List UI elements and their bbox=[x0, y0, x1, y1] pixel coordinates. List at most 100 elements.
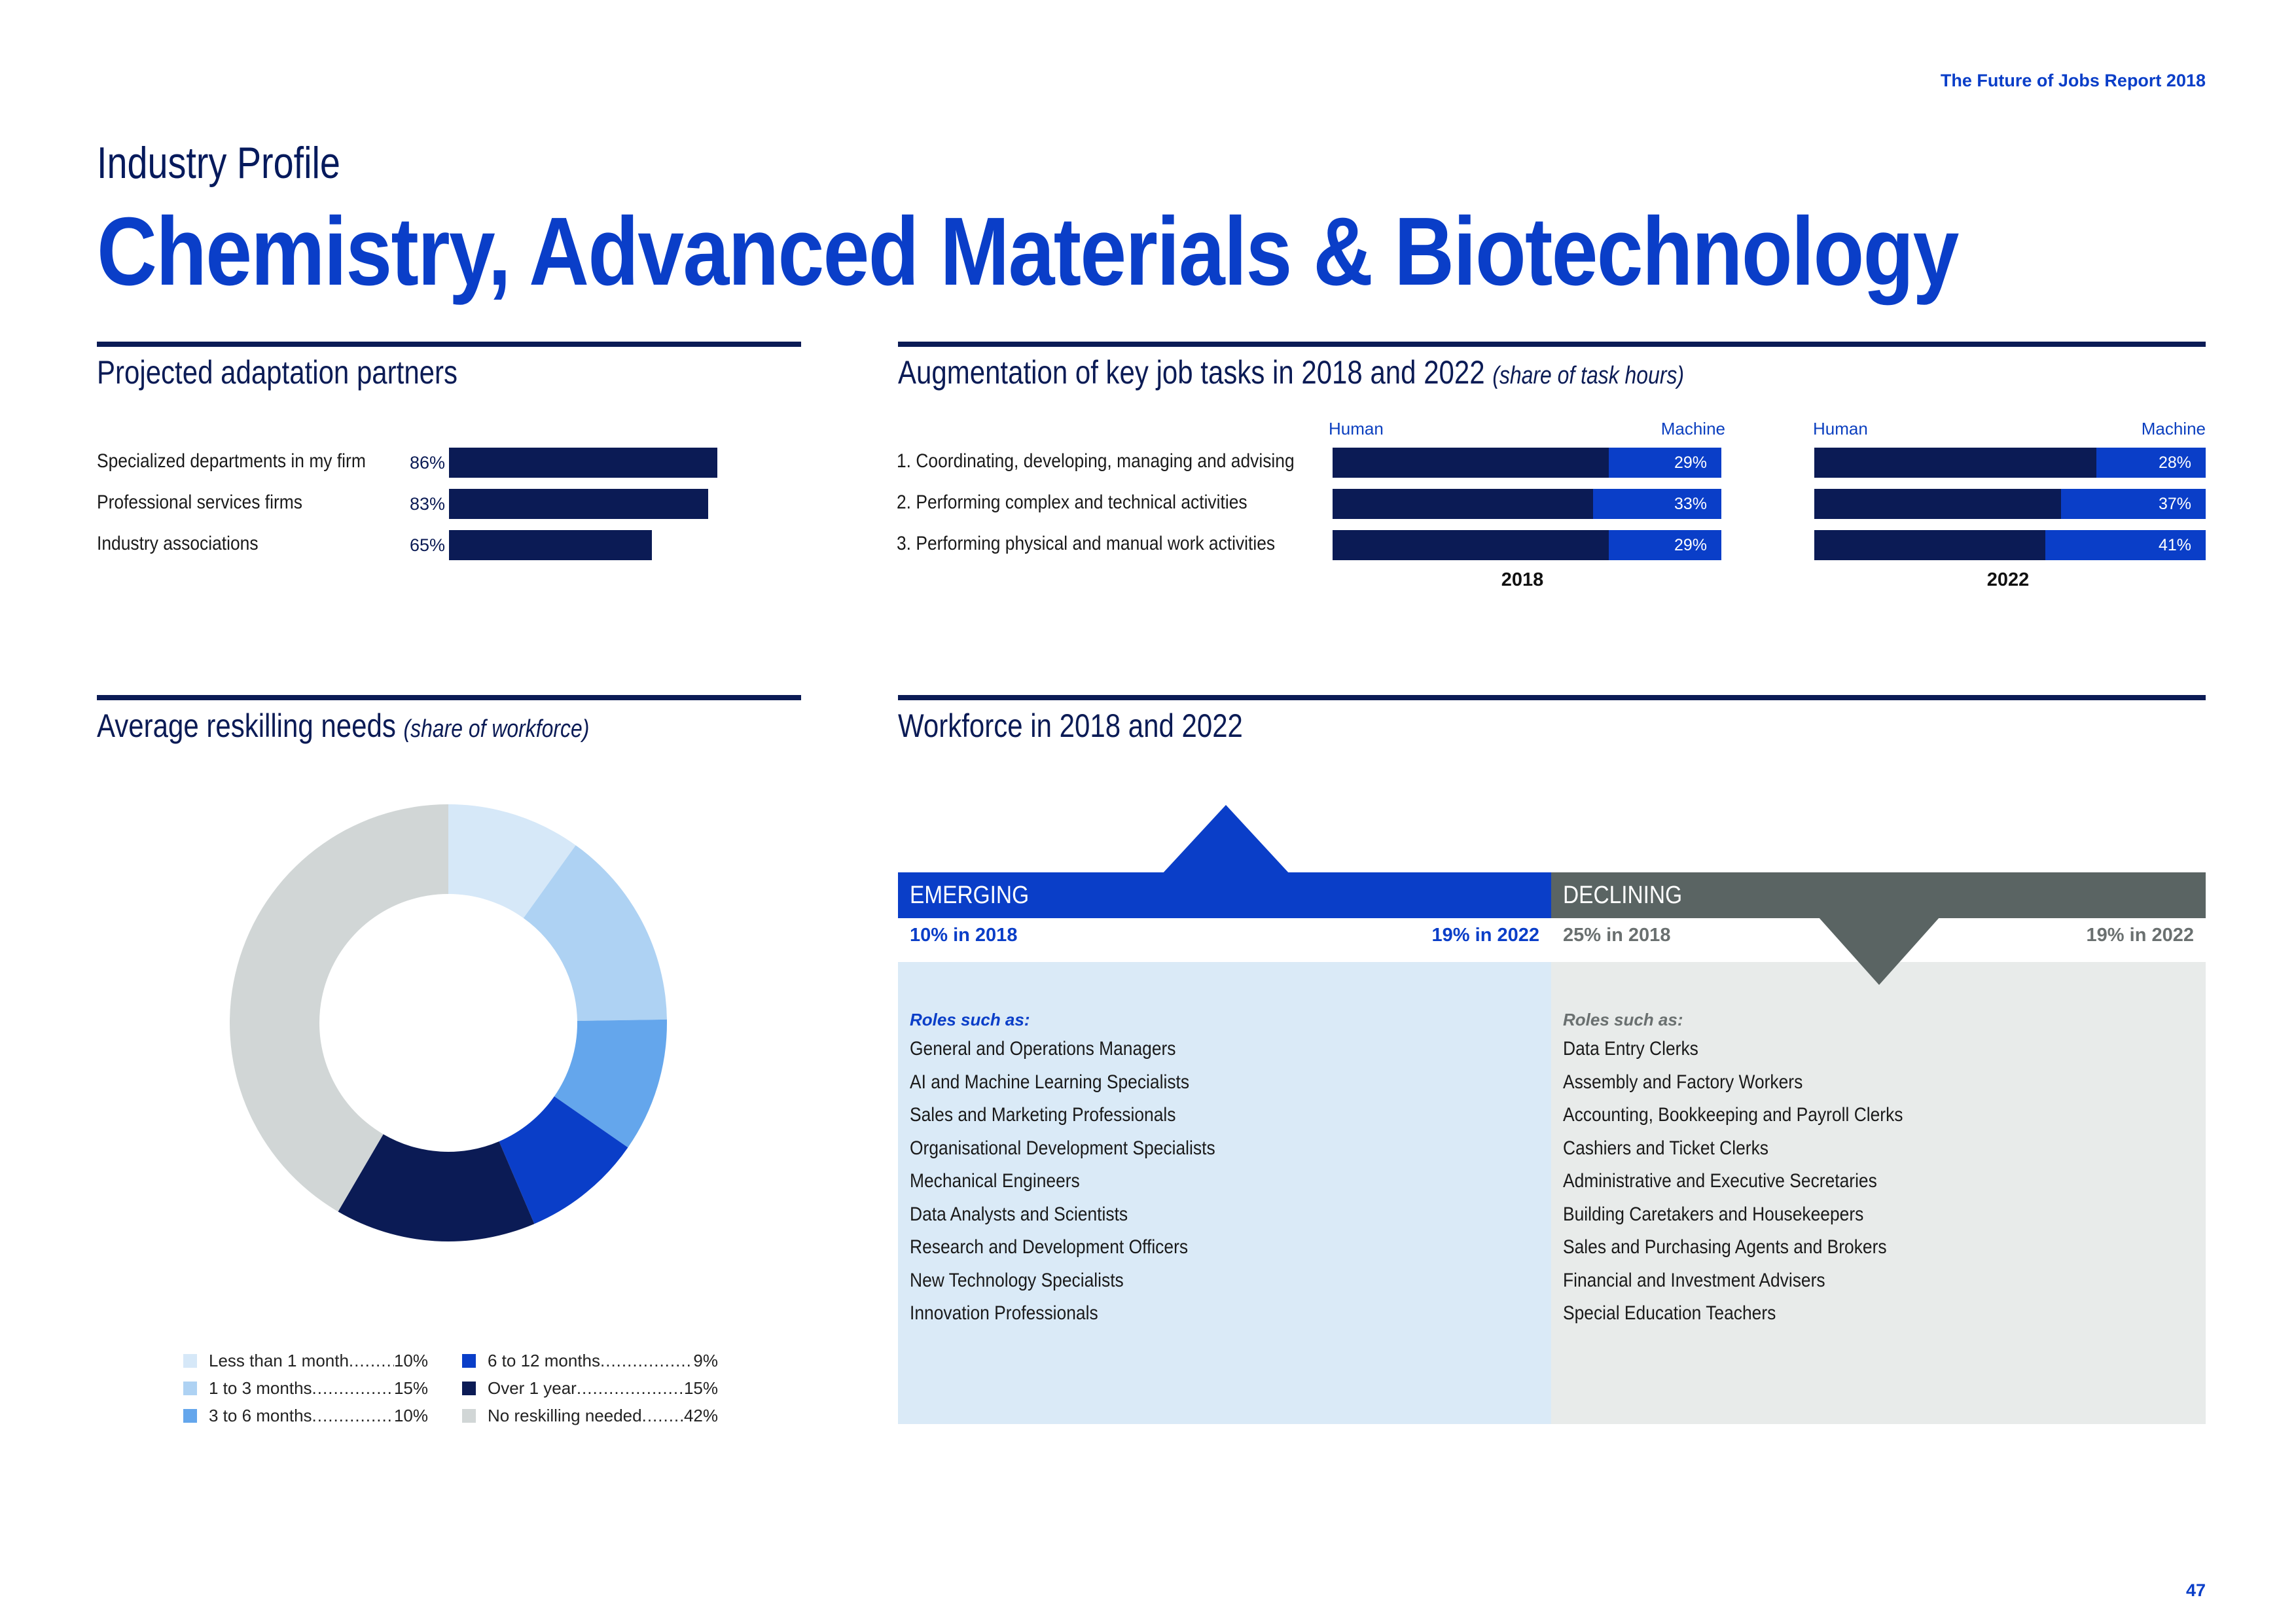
augmentation-title: Augmentation of key job tasks in 2018 an… bbox=[898, 353, 1684, 391]
human-label-2022: Human bbox=[1813, 419, 1868, 438]
aug2018-human-segment-3 bbox=[1333, 530, 1609, 560]
legend-leader-dots: ........................................ bbox=[600, 1351, 693, 1370]
reskilling-rule bbox=[97, 695, 801, 700]
emerging-label: EMERGING bbox=[910, 882, 1030, 909]
legend-value: 15% bbox=[683, 1378, 718, 1398]
year-label-2022: 2022 bbox=[1986, 569, 2030, 590]
role-item: AI and Machine Learning Specialists bbox=[910, 1071, 1190, 1093]
role-item: New Technology Specialists bbox=[910, 1269, 1124, 1291]
workforce-title: Workforce in 2018 and 2022 bbox=[898, 707, 1243, 744]
role-item: Administrative and Executive Secretaries bbox=[1563, 1170, 1877, 1192]
legend-item: 3 to 6 months...........................… bbox=[183, 1406, 428, 1426]
legend-swatch bbox=[183, 1409, 197, 1423]
partners-title: Projected adaptation partners bbox=[97, 354, 458, 391]
aug2022-human-segment-1 bbox=[1814, 448, 2096, 478]
aug2022-human-segment-2 bbox=[1814, 489, 2061, 519]
declining-to: 19% in 2022 bbox=[2086, 925, 2194, 946]
machine-label-2022: Machine bbox=[2141, 419, 2206, 438]
profile-label: Industry Profile bbox=[97, 138, 340, 188]
aug2022-human-segment-3 bbox=[1814, 530, 2045, 560]
declining-down-arrow bbox=[1818, 917, 1940, 985]
year-label-2018: 2018 bbox=[1501, 569, 1544, 590]
industry-title: Chemistry, Advanced Materials & Biotechn… bbox=[97, 198, 1959, 306]
legend-item: No reskilling needed....................… bbox=[462, 1406, 718, 1426]
machine-label-2018: Machine bbox=[1660, 419, 1725, 438]
declining-from: 25% in 2018 bbox=[1563, 925, 1671, 946]
aug2018-machine-segment-1: 29% bbox=[1609, 448, 1721, 478]
legend-value: 9% bbox=[693, 1351, 718, 1370]
declining-header: DECLINING bbox=[1551, 872, 2206, 918]
legend-leader-dots: ........................................ bbox=[641, 1406, 684, 1425]
legend-label: 6 to 12 months bbox=[488, 1351, 600, 1370]
partners-rule bbox=[97, 342, 801, 347]
declining-roles-label: Roles such as: bbox=[1563, 1010, 1683, 1029]
partner-pct-2: 83% bbox=[409, 494, 445, 514]
emerging-up-arrow bbox=[1162, 805, 1290, 874]
role-item: Data Entry Clerks bbox=[1563, 1038, 1698, 1060]
donut-slice-3-to-6-months bbox=[554, 1019, 667, 1148]
reskilling-donut-chart bbox=[229, 804, 667, 1241]
reskilling-title: Average reskilling needs (share of workf… bbox=[97, 707, 589, 745]
donut-slice-1-to-3-months bbox=[523, 845, 667, 1021]
aug2018-machine-segment-2: 33% bbox=[1593, 489, 1721, 519]
role-item: Financial and Investment Advisers bbox=[1563, 1269, 1825, 1291]
legend-swatch bbox=[183, 1354, 197, 1368]
legend-item: 1 to 3 months...........................… bbox=[183, 1378, 428, 1399]
partner-label-2: Professional services firms bbox=[97, 491, 302, 513]
donut-slice-less-than-1-month bbox=[448, 804, 576, 918]
legend-value: 10% bbox=[393, 1406, 428, 1425]
role-item: Research and Development Officers bbox=[910, 1236, 1189, 1258]
task-label-2: 2. Performing complex and technical acti… bbox=[897, 491, 1247, 513]
emerging-roles-label: Roles such as: bbox=[910, 1010, 1030, 1029]
role-item: Innovation Professionals bbox=[910, 1302, 1098, 1324]
partner-bar-1 bbox=[449, 448, 717, 478]
human-label-2018: Human bbox=[1329, 419, 1384, 438]
augmentation-rule bbox=[898, 342, 2206, 347]
legend-item: Over 1 year.............................… bbox=[462, 1378, 718, 1399]
legend-swatch bbox=[183, 1382, 197, 1395]
partner-bar-3 bbox=[449, 530, 652, 560]
role-item: Data Analysts and Scientists bbox=[910, 1203, 1128, 1225]
aug2018-human-segment-1 bbox=[1333, 448, 1609, 478]
augmentation-title-text: Augmentation of key job tasks in 2018 an… bbox=[898, 354, 1485, 391]
partner-bar-2 bbox=[449, 489, 708, 519]
legend-value: 15% bbox=[393, 1378, 428, 1398]
role-item: Special Education Teachers bbox=[1563, 1302, 1776, 1324]
augmentation-title-note: (share of task hours) bbox=[1492, 362, 1685, 389]
workforce-rule bbox=[898, 695, 2206, 700]
legend-label: No reskilling needed bbox=[488, 1406, 642, 1425]
role-item: Assembly and Factory Workers bbox=[1563, 1071, 1803, 1093]
role-item: Sales and Marketing Professionals bbox=[910, 1104, 1176, 1126]
partner-label-3: Industry associations bbox=[97, 533, 259, 554]
emerging-to: 19% in 2022 bbox=[1431, 925, 1539, 946]
role-item: Organisational Development Specialists bbox=[910, 1137, 1215, 1159]
aug2018-bar-2: 33% bbox=[1333, 489, 1721, 519]
emerging-from: 10% in 2018 bbox=[910, 925, 1018, 946]
legend-swatch bbox=[462, 1354, 476, 1368]
aug2018-human-segment-2 bbox=[1333, 489, 1593, 519]
task-label-1: 1. Coordinating, developing, managing an… bbox=[897, 450, 1295, 472]
partner-label-1: Specialized departments in my firm bbox=[97, 450, 366, 472]
donut-slice-over-1-year bbox=[338, 1134, 535, 1241]
legend-item: 6 to 12 months..........................… bbox=[462, 1351, 718, 1371]
legend-item: Less than 1 month.......................… bbox=[183, 1351, 428, 1371]
role-item: Cashiers and Ticket Clerks bbox=[1563, 1137, 1768, 1159]
declining-label: DECLINING bbox=[1563, 882, 1683, 909]
partner-pct-1: 86% bbox=[409, 453, 445, 473]
role-item: Building Caretakers and Housekeepers bbox=[1563, 1203, 1864, 1225]
legend-label: 1 to 3 months bbox=[209, 1378, 312, 1398]
aug2022-bar-1: 28% bbox=[1814, 448, 2206, 478]
legend-swatch bbox=[462, 1382, 476, 1395]
aug2022-bar-2: 37% bbox=[1814, 489, 2206, 519]
aug2022-machine-segment-3: 41% bbox=[2045, 530, 2206, 560]
legend-leader-dots: ........................................ bbox=[348, 1351, 394, 1370]
aug2022-bar-3: 41% bbox=[1814, 530, 2206, 560]
donut-slice-no-reskilling-needed bbox=[229, 804, 448, 1212]
legend-leader-dots: ........................................ bbox=[312, 1378, 394, 1398]
task-label-3: 3. Performing physical and manual work a… bbox=[897, 533, 1276, 554]
legend-leader-dots: ........................................ bbox=[576, 1378, 684, 1398]
reskilling-title-note: (share of workforce) bbox=[403, 715, 590, 743]
aug2018-machine-segment-3: 29% bbox=[1609, 530, 1721, 560]
role-item: General and Operations Managers bbox=[910, 1038, 1176, 1060]
legend-value: 10% bbox=[393, 1351, 428, 1370]
